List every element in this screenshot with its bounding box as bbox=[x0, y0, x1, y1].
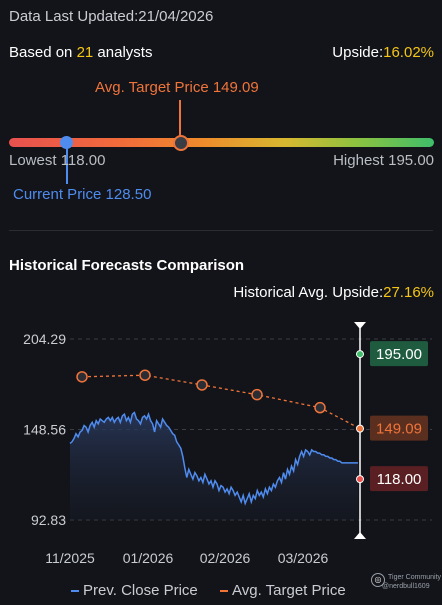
target-point[interactable] bbox=[139, 369, 151, 381]
x-tick-label: 11/2025 bbox=[45, 550, 95, 566]
upside-value: 16.02% bbox=[383, 44, 434, 61]
close-legend-swatch bbox=[71, 589, 79, 592]
avg-target-line bbox=[81, 374, 361, 430]
target-legend-label: Avg. Target Price bbox=[232, 582, 346, 599]
updated-label: Data Last Updated: bbox=[9, 8, 139, 25]
price-marker-box bbox=[370, 466, 428, 492]
price-marker-label: 195.00 bbox=[376, 346, 422, 363]
legend-close[interactable]: Prev. Close Price bbox=[71, 582, 198, 599]
close-price-line bbox=[69, 411, 358, 506]
price-marker-box bbox=[370, 341, 428, 367]
x-tick-label: 03/2026 bbox=[278, 550, 329, 566]
based-on-suffix: analysts bbox=[93, 44, 153, 61]
close-legend-label: Prev. Close Price bbox=[83, 582, 198, 599]
target-point[interactable] bbox=[314, 401, 326, 414]
close-price-area bbox=[70, 412, 358, 520]
price-marker-dot bbox=[356, 424, 364, 433]
y-tick-label: 92.83 bbox=[31, 512, 66, 528]
target-point[interactable] bbox=[76, 371, 88, 383]
avg-target-marker[interactable] bbox=[173, 135, 189, 151]
y-tick-label: 204.29 bbox=[23, 331, 66, 347]
highest-price-label: Highest 195.00 bbox=[333, 152, 434, 169]
cursor-bottom-handle[interactable] bbox=[354, 532, 366, 539]
price-marker-label: 118.00 bbox=[377, 471, 422, 488]
price-range-bar bbox=[9, 138, 434, 147]
analyst-count: 21 bbox=[76, 44, 94, 61]
price-marker-dot bbox=[356, 475, 364, 484]
watermark-line1: Tiger Community bbox=[388, 574, 442, 581]
upside-label: Upside: bbox=[332, 44, 384, 61]
upside-text: Upside:16.02% bbox=[332, 44, 434, 61]
price-marker-dot bbox=[356, 350, 364, 359]
last-updated-text: Data Last Updated:21/04/2026 bbox=[9, 8, 213, 25]
avg-target-connector bbox=[179, 100, 181, 138]
current-price-connector bbox=[66, 148, 68, 184]
updated-date: 21/04/2026 bbox=[138, 8, 214, 25]
x-tick-label: 02/2026 bbox=[200, 550, 251, 566]
watermark: Tiger Community @nerdbull1609 bbox=[382, 573, 442, 591]
target-point[interactable] bbox=[196, 379, 208, 391]
x-tick-label: 01/2026 bbox=[123, 550, 174, 566]
target-legend-swatch bbox=[220, 589, 228, 592]
current-price-marker[interactable] bbox=[60, 136, 73, 149]
tiger-logo-icon: ◎ bbox=[371, 573, 385, 587]
cursor-top-handle[interactable] bbox=[354, 322, 366, 329]
historical-upside-label: Historical Avg. Upside: bbox=[233, 284, 384, 301]
legend-target[interactable]: Avg. Target Price bbox=[220, 582, 346, 599]
historical-upside-text: Historical Avg. Upside:27.16% bbox=[233, 284, 434, 301]
section-divider bbox=[9, 230, 433, 231]
avg-target-label: Avg. Target Price 149.09 bbox=[95, 79, 259, 96]
lowest-price-label: Lowest 118.00 bbox=[9, 152, 106, 169]
price-marker-box bbox=[370, 415, 428, 441]
y-tick-label: 148.56 bbox=[23, 422, 66, 438]
current-price-label: Current Price 128.50 bbox=[13, 186, 152, 203]
based-on-prefix: Based on bbox=[9, 44, 77, 61]
historical-upside-value: 27.16% bbox=[383, 284, 434, 301]
historical-forecast-chart[interactable]: 204.29 148.56 92.83 11/2025 01/2026 02/2026 0… bbox=[0, 0, 442, 580]
price-marker-label: 149.09 bbox=[376, 421, 422, 438]
target-point[interactable] bbox=[251, 388, 263, 401]
watermark-line2: @nerdbull1609 bbox=[382, 583, 430, 590]
historical-title: Historical Forecasts Comparison bbox=[9, 257, 245, 274]
analyst-count-text: Based on 21 analysts bbox=[9, 44, 152, 61]
